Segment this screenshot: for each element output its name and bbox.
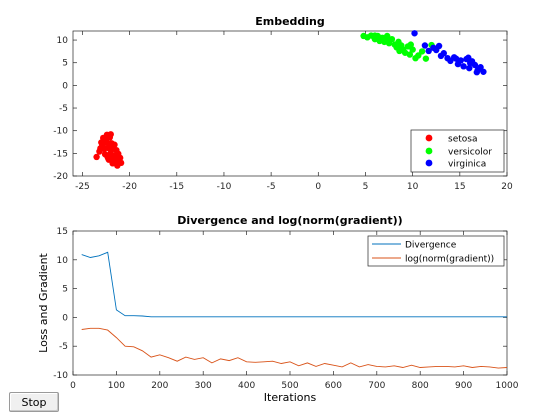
- x-tick-label: -5: [267, 182, 276, 192]
- y-tick-label: 15: [57, 227, 68, 237]
- point-virginica: [440, 50, 447, 57]
- point-virginica: [421, 42, 429, 49]
- point-setosa: [108, 144, 115, 151]
- x-tick-label: -20: [122, 182, 137, 192]
- divergence-title: Divergence and log(norm(gradient)): [177, 214, 402, 227]
- x-tick-label: -15: [169, 182, 184, 192]
- x-tick-label: 500: [281, 381, 298, 391]
- point-setosa: [99, 140, 107, 148]
- legend-label-divergence: Divergence: [405, 241, 457, 251]
- point-virginica: [467, 59, 474, 67]
- point-versicolor: [406, 51, 414, 58]
- y-tick-label: -5: [59, 104, 68, 114]
- legend-label-setosa: setosa: [448, 135, 477, 145]
- point-setosa: [104, 154, 112, 162]
- point-setosa: [93, 153, 100, 161]
- y-tick-label: -5: [59, 342, 68, 352]
- legend-label-virginica: virginica: [448, 160, 486, 170]
- x-tick-label: 100: [108, 381, 125, 391]
- point-virginica: [411, 30, 418, 37]
- y-tick-label: 5: [62, 59, 68, 69]
- x-tick-label: -25: [75, 182, 90, 192]
- legend-label-gradient: log(norm(gradient)): [405, 255, 494, 265]
- legend-marker-virginica: [425, 159, 433, 167]
- y-axis-label: Loss and Gradient: [37, 252, 50, 352]
- divergence-legend-box: [367, 235, 505, 267]
- stop-button[interactable]: Stop: [9, 392, 59, 412]
- x-tick-label: 900: [455, 381, 472, 391]
- legend-marker-setosa: [425, 134, 433, 142]
- x-tick-label: 200: [151, 381, 168, 391]
- divergence-ticks: 0 100 200 300 400 500 600 700 800 900 1000 15 10 5 0 -5…: [53, 227, 518, 391]
- x-tick-label: 20: [501, 182, 513, 192]
- embedding-title: Embedding: [255, 15, 325, 28]
- series-line-divergence: [81, 251, 507, 318]
- point-versicolor: [383, 32, 391, 40]
- point-virginica: [452, 55, 460, 62]
- x-tick-label: 0: [315, 182, 321, 192]
- x-tick-label: 5: [363, 182, 369, 192]
- point-versicolor: [370, 33, 378, 41]
- embedding-points: [93, 30, 487, 169]
- point-versicolor: [407, 41, 414, 48]
- point-virginica: [466, 64, 473, 72]
- point-virginica: [435, 42, 443, 50]
- legend-label-versicolor: versicolor: [448, 148, 492, 158]
- divergence-axes: 0 100 200 300 400 500 600 700 800 900 1000 15 10 5 0 -5…: [37, 214, 519, 404]
- x-tick-label: 300: [195, 381, 212, 391]
- series-line-gradient: [81, 327, 508, 369]
- point-versicolor: [418, 48, 426, 55]
- x-tick-label: 700: [368, 381, 385, 391]
- point-setosa: [115, 158, 122, 166]
- y-tick-label: -20: [53, 172, 68, 182]
- y-tick-label: -10: [53, 127, 68, 137]
- embedding-ticks: -25 -20 -15 -10 -5 0 5 10 15 20 10 5 0 -5 -10 -15 -20: [53, 31, 513, 192]
- x-tick-label: 0: [70, 381, 76, 391]
- x-axis-label: Iterations: [264, 391, 317, 404]
- point-virginica: [465, 54, 472, 61]
- point-versicolor: [415, 52, 422, 59]
- divergence-legend: Divergence log(norm(gradient)): [367, 235, 505, 267]
- point-virginica: [480, 68, 487, 75]
- point-virginica: [425, 47, 432, 55]
- point-setosa: [107, 131, 114, 138]
- y-tick-label: 0: [62, 81, 68, 91]
- point-versicolor: [388, 35, 396, 43]
- x-tick-label: 15: [454, 182, 465, 192]
- x-tick-label: 1000: [496, 381, 519, 391]
- point-setosa: [113, 151, 120, 158]
- y-tick-label: 10: [57, 256, 69, 266]
- point-virginica: [460, 63, 467, 70]
- y-tick-label: 0: [62, 313, 68, 323]
- point-versicolor: [409, 46, 416, 53]
- legend-marker-versicolor: [425, 147, 433, 155]
- point-virginica: [473, 69, 481, 76]
- y-tick-label: -10: [53, 371, 68, 381]
- embedding-axes: -25 -20 -15 -10 -5 0 5 10 15 20 10 5 0 -5 -10 -15 -20 Em…: [53, 15, 513, 192]
- y-tick-label: 10: [57, 36, 69, 46]
- y-tick-label: 5: [62, 285, 68, 295]
- x-tick-label: -10: [217, 182, 232, 192]
- x-tick-label: 10: [407, 182, 419, 192]
- y-tick-label: -15: [53, 149, 68, 159]
- point-versicolor: [422, 55, 430, 62]
- divergence-lines: [81, 251, 508, 369]
- embedding-legend: setosa versicolor virginica: [410, 129, 505, 173]
- x-tick-label: 600: [325, 381, 342, 391]
- x-tick-label: 400: [238, 381, 255, 391]
- point-versicolor: [396, 47, 403, 55]
- x-tick-label: 800: [412, 381, 429, 391]
